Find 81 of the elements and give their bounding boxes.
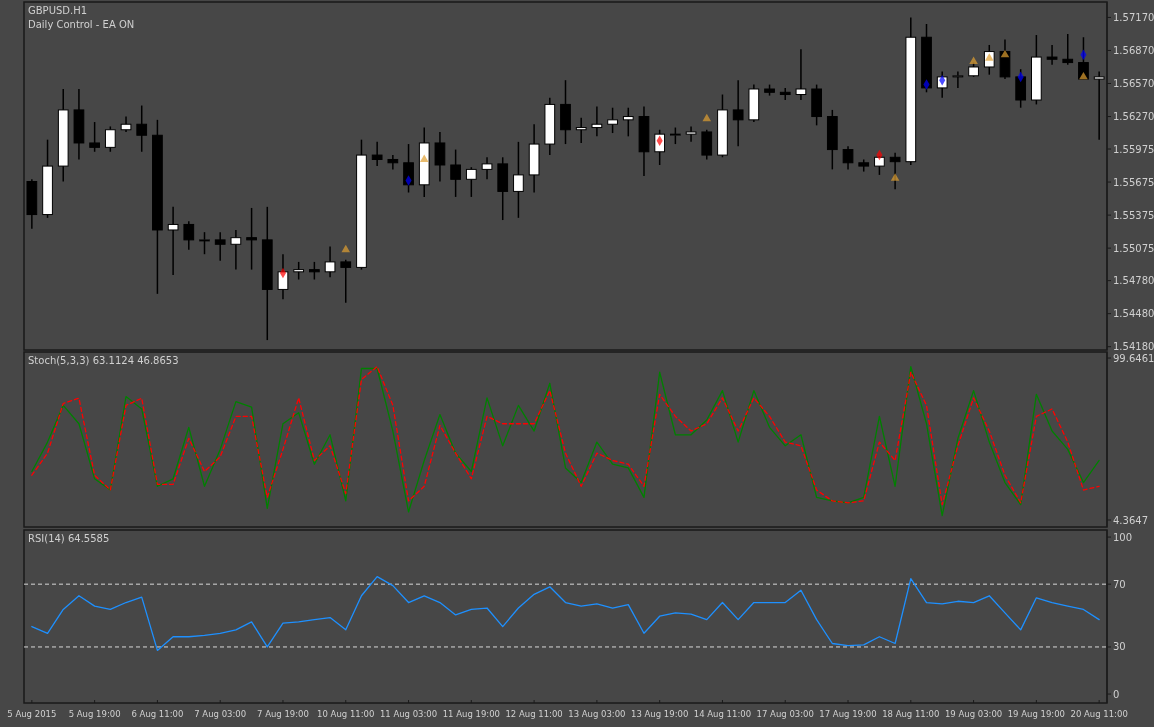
y-tick-label: 1.57170 <box>1113 11 1154 23</box>
candlestick <box>622 106 634 138</box>
candlestick <box>465 166 477 198</box>
y-tick-label: 30 <box>1113 641 1126 653</box>
candlestick <box>591 105 603 138</box>
point <box>969 56 978 64</box>
x-tick-label: 7 Aug 03:00 <box>194 709 247 719</box>
candlestick <box>889 152 901 190</box>
x-tick-label: 10 Aug 11:00 <box>317 709 375 719</box>
candlestick <box>779 87 791 101</box>
candlestick <box>104 125 116 153</box>
candlestick <box>607 106 618 134</box>
y-tick-label: 1.55675 <box>1113 176 1154 188</box>
candlestick <box>450 148 461 198</box>
chart-title: GBPUSD.H1 <box>28 5 88 16</box>
candlestick <box>167 206 179 276</box>
candlestick <box>230 229 242 271</box>
x-tick-label: 20 Aug 11:00 <box>1070 709 1128 719</box>
x-tick-label: 13 Aug 19:00 <box>631 709 689 719</box>
chart-title: Stoch(5,3,3) 63.1124 46.8653 <box>28 355 179 366</box>
y-tick-label: 1.55975 <box>1113 143 1154 155</box>
y-tick-label: 4.3647 <box>1113 514 1148 526</box>
y-tick-label: 0 <box>1113 688 1120 700</box>
x-tick-label: 13 Aug 03:00 <box>568 709 626 719</box>
x-tick-label: 5 Aug 19:00 <box>68 709 121 719</box>
x-tick-label: 17 Aug 19:00 <box>819 709 877 719</box>
y-tick-label: 1.56570 <box>1113 77 1154 89</box>
candlestick <box>183 220 195 251</box>
text: Daily Control - EA ON <box>28 19 135 30</box>
candlestick <box>685 125 697 143</box>
y-tick-label: 1.55375 <box>1113 209 1154 221</box>
x-tick-label: 14 Aug 11:00 <box>693 709 752 719</box>
chart-title: RSI(14) 64.5585 <box>28 533 110 544</box>
y-tick-label: 1.54480 <box>1113 308 1154 320</box>
y-tick-label: 1.54180 <box>1113 341 1154 353</box>
x-tick-label: 17 Aug 03:00 <box>756 709 814 719</box>
candlestick <box>277 253 289 301</box>
candlestick <box>214 231 226 262</box>
x-tick-label: 19 Aug 19:00 <box>1007 709 1066 719</box>
candlestick <box>387 154 399 171</box>
candlestick <box>842 145 854 171</box>
candlestick <box>1062 33 1074 66</box>
point <box>702 113 712 122</box>
x-tick-label: 12 Aug 11:00 <box>505 709 563 719</box>
candlestick <box>1046 44 1058 66</box>
candlestick <box>340 258 352 304</box>
x-tick-label: 19 Aug 03:00 <box>944 709 1003 719</box>
point <box>341 244 351 253</box>
candlestick <box>952 70 964 89</box>
candlestick <box>246 207 257 271</box>
candlestick <box>701 129 713 161</box>
y-tick-label: 1.54780 <box>1113 275 1154 287</box>
x-tick-label: 5 Aug 2015 <box>7 709 57 719</box>
point <box>890 173 900 181</box>
candlestick <box>434 131 446 183</box>
candlestick <box>324 245 336 279</box>
y-tick-label: 99.6461 <box>1113 352 1154 364</box>
point <box>419 154 429 162</box>
x-tick-label: 7 Aug 19:00 <box>257 709 309 719</box>
candlestick <box>481 156 493 181</box>
candlestick <box>199 231 210 255</box>
line-series <box>31 575 1100 652</box>
y-tick-label: 1.56270 <box>1113 111 1154 123</box>
candlestick <box>732 79 744 148</box>
y-tick-label: 100 <box>1113 531 1133 543</box>
x-tick-label: 6 Aug 11:00 <box>131 709 184 719</box>
x-tick-label: 11 Aug 19:00 <box>442 709 500 719</box>
candlestick <box>136 104 148 153</box>
candlestick <box>513 141 524 219</box>
x-tick-label: 11 Aug 03:00 <box>379 709 438 719</box>
y-tick-label: 1.55075 <box>1113 242 1154 254</box>
y-tick-label: 70 <box>1113 578 1126 590</box>
candlestick <box>575 116 587 144</box>
candlestick <box>795 48 807 101</box>
candlestick <box>371 141 383 167</box>
candlestick <box>1093 70 1105 141</box>
y-tick-label: 1.56870 <box>1113 44 1154 56</box>
candlestick <box>1015 68 1027 109</box>
x-tick-label: 18 Aug 11:00 <box>882 709 940 719</box>
point <box>1000 49 1010 58</box>
candlestick <box>89 121 100 153</box>
